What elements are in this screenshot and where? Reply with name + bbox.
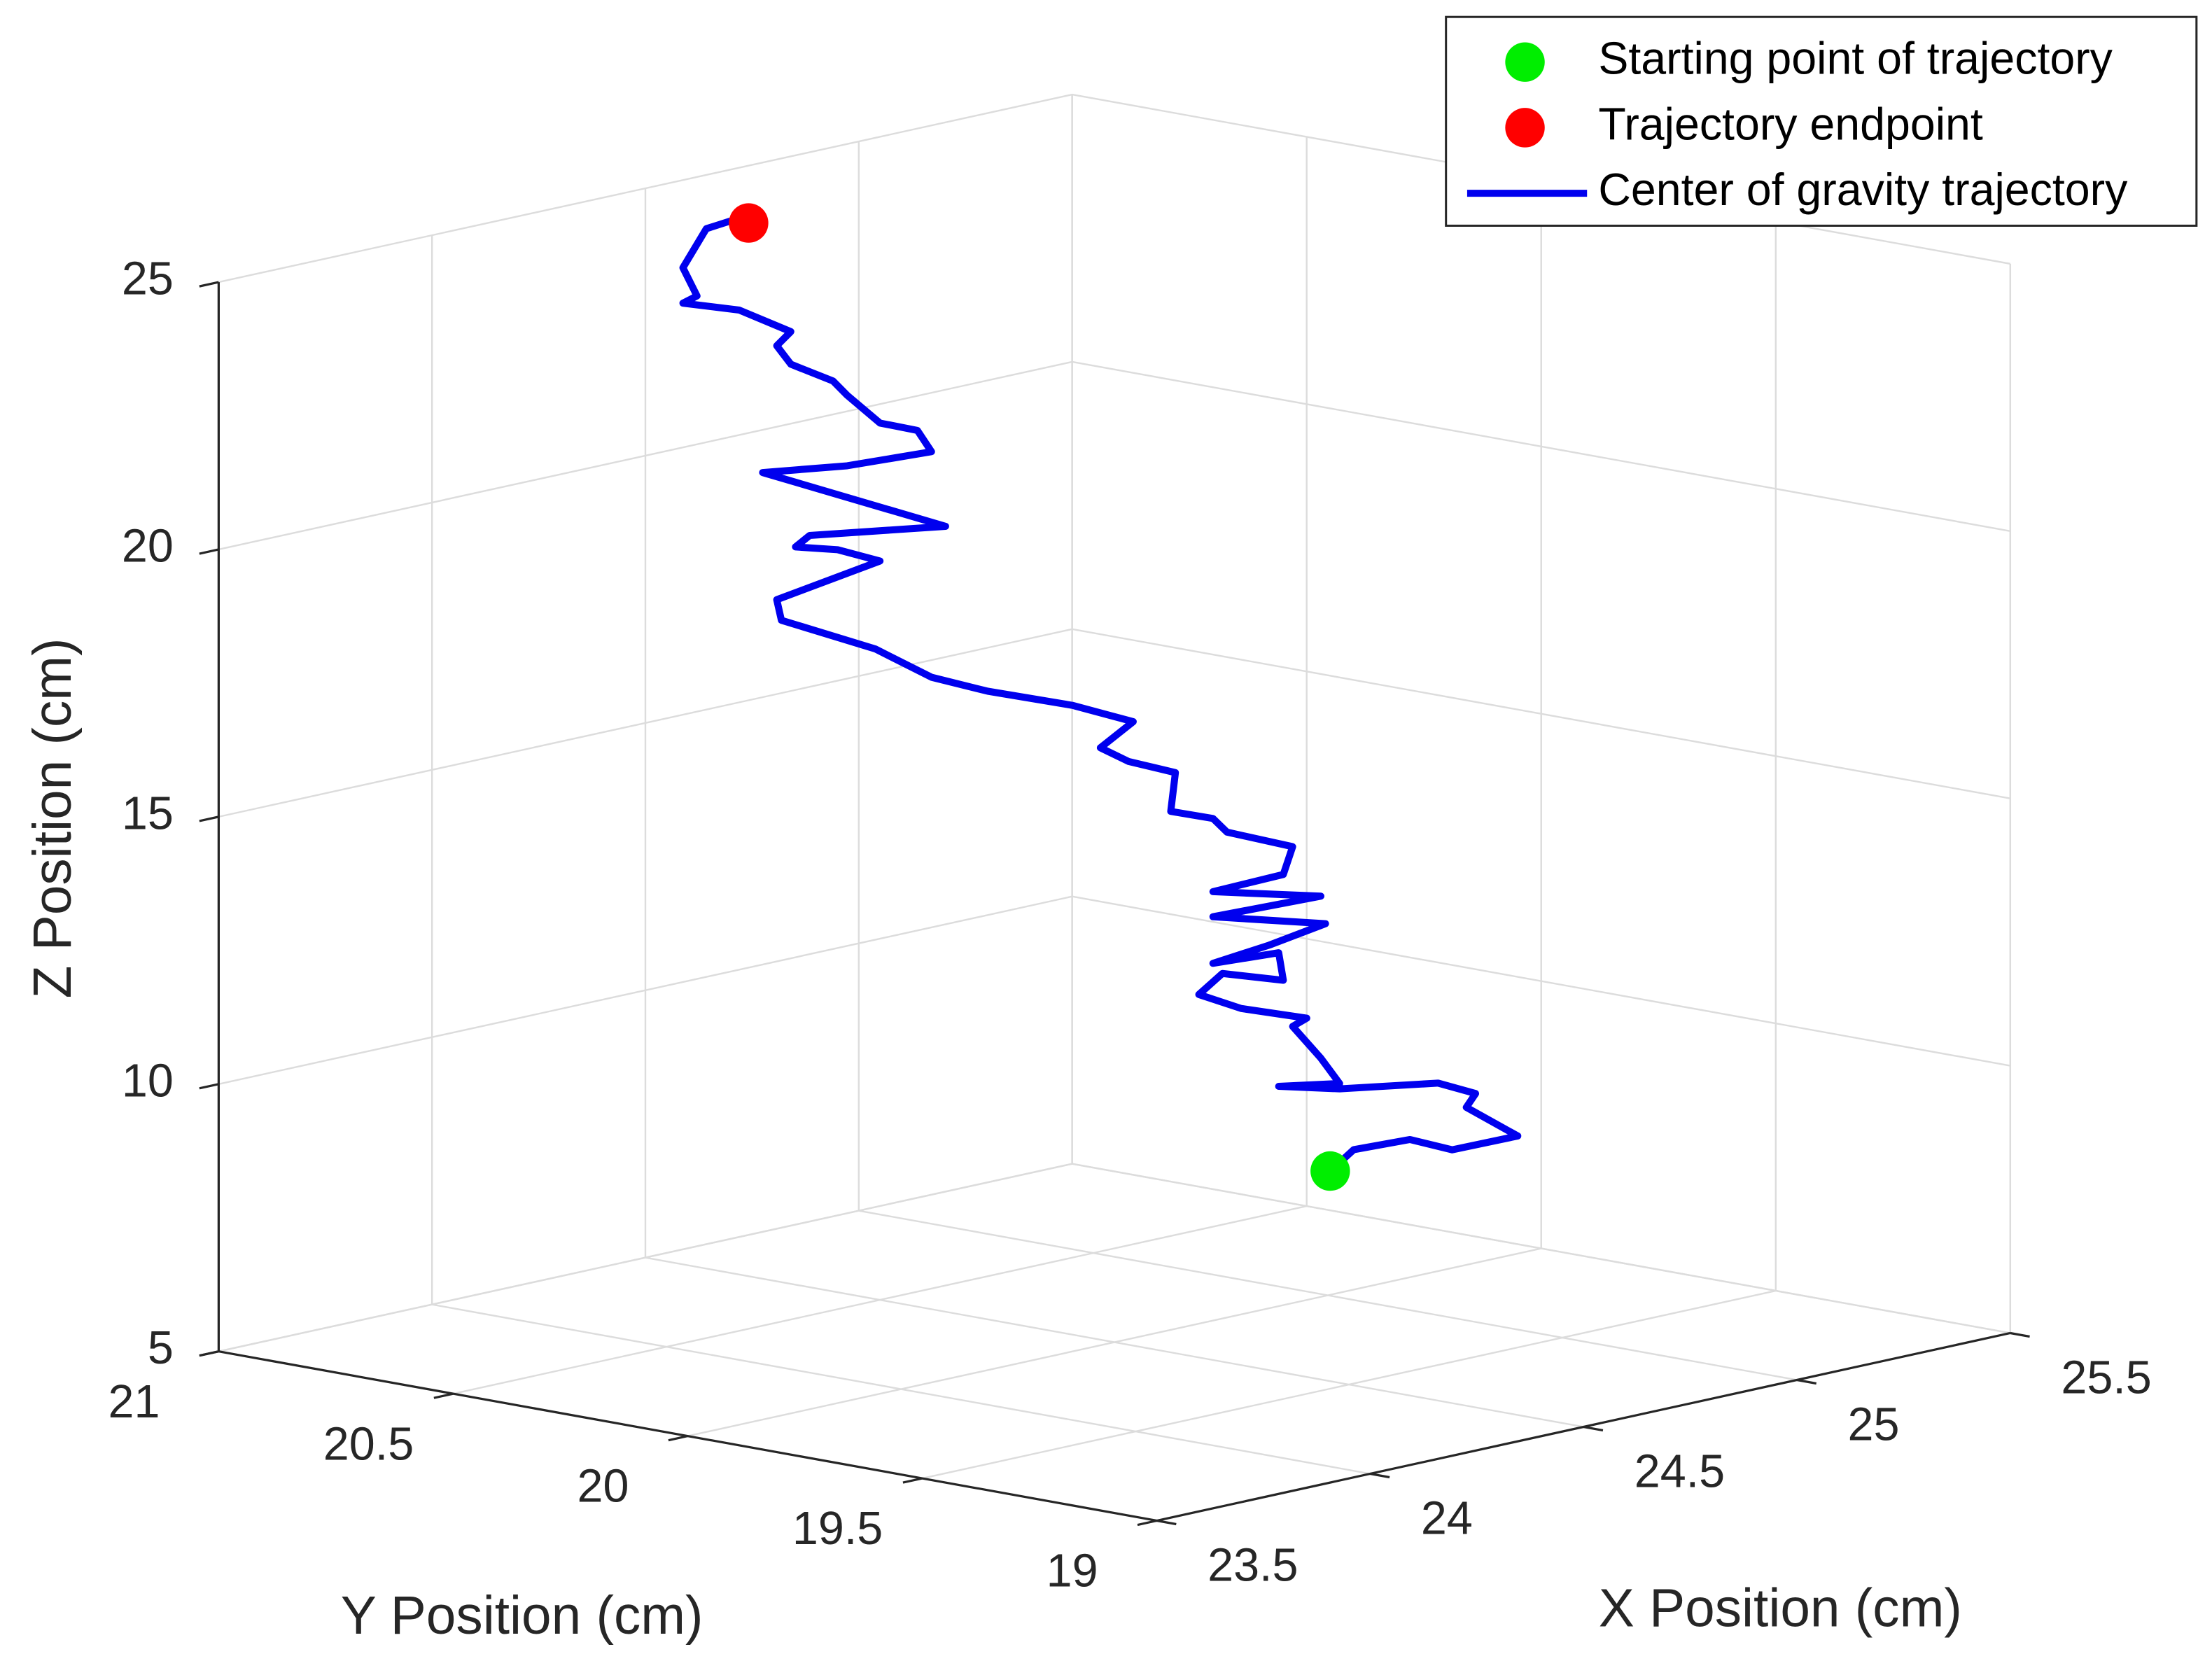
grid	[218, 93, 2012, 1522]
grid-line	[218, 93, 1072, 283]
z-tick-label: 5	[148, 1322, 174, 1374]
grid-line	[1072, 360, 2011, 532]
grid-line	[1072, 628, 2011, 799]
y-tick-label: 21	[108, 1376, 160, 1428]
x-tick	[2010, 1331, 2030, 1338]
z-tick	[199, 281, 219, 288]
legend-label: Trajectory endpoint	[1598, 99, 1983, 149]
legend-label: Starting point of trajectory	[1598, 34, 2113, 84]
trajectory-line	[679, 217, 1522, 1175]
y-tick-label: 20	[578, 1461, 629, 1513]
x-tick	[1796, 1378, 1817, 1385]
x-tick	[1156, 1519, 1177, 1526]
grid-line	[1072, 895, 2011, 1067]
x-tick	[1583, 1425, 1604, 1432]
legend-label: Center of gravity trajectory	[1598, 164, 2128, 215]
z-tick-label: 15	[122, 787, 174, 839]
z-tick-label: 10	[122, 1055, 174, 1107]
y-tick	[199, 1350, 219, 1357]
x-tick-label: 25	[1848, 1399, 1900, 1451]
grid-line	[218, 360, 1072, 551]
grid-line	[922, 1289, 1777, 1480]
y-tick-label: 19.5	[792, 1503, 883, 1555]
x-axis-title: X Position (cm)	[1599, 1579, 1962, 1639]
grid-line	[218, 628, 1072, 818]
legend-swatch	[1505, 42, 1545, 82]
z-axis-title: Z Position (cm)	[23, 638, 83, 998]
grid-line	[218, 895, 1072, 1085]
grid-line	[1072, 1163, 2011, 1334]
z-tick-label: 25	[122, 253, 174, 305]
legend-swatch	[1505, 108, 1545, 148]
z-tick-label: 20	[122, 521, 174, 573]
x-tick-label: 25.5	[2061, 1352, 2151, 1404]
grid-line	[453, 1205, 1307, 1395]
grid-line	[218, 1163, 1072, 1352]
trajectory-point	[1310, 1151, 1350, 1191]
legend: Starting point of trajectory Trajectory e…	[1445, 15, 2198, 227]
trajectory-point	[729, 203, 769, 243]
x-tick	[1370, 1472, 1390, 1479]
y-tick	[1137, 1519, 1157, 1527]
plot-area	[679, 203, 1522, 1191]
y-tick	[902, 1477, 923, 1484]
y-tick	[668, 1435, 688, 1442]
x-tick-label: 24	[1421, 1493, 1473, 1545]
y-axis-title: Y Position (cm)	[341, 1586, 704, 1646]
axes: 5 10 15 20 25 19 19.5 20 20.5 21 23.5 24 24.5 25 25.5	[108, 253, 2151, 1597]
x-tick-label: 23.5	[1208, 1540, 1298, 1592]
grid-line	[687, 1247, 1541, 1437]
y-tick-label: 19	[1046, 1546, 1098, 1597]
y-tick-label: 20.5	[323, 1418, 414, 1470]
x-tick-label: 24.5	[1634, 1446, 1725, 1498]
y-tick	[433, 1392, 454, 1399]
z-tick	[199, 548, 219, 555]
z-tick	[199, 1083, 219, 1090]
z-tick	[199, 815, 219, 822]
